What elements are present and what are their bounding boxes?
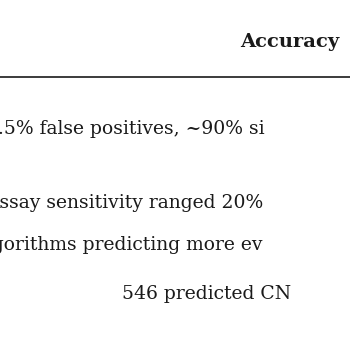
Text: Accuracy: Accuracy: [240, 33, 340, 51]
Text: Assay sensitivity ranged 20%: Assay sensitivity ranged 20%: [0, 194, 263, 212]
Text: lgorithms predicting more ev: lgorithms predicting more ev: [0, 236, 262, 254]
Text: 546 predicted CN: 546 predicted CN: [122, 285, 292, 303]
Text: 2.5% false positives, ~90% si: 2.5% false positives, ~90% si: [0, 120, 265, 139]
